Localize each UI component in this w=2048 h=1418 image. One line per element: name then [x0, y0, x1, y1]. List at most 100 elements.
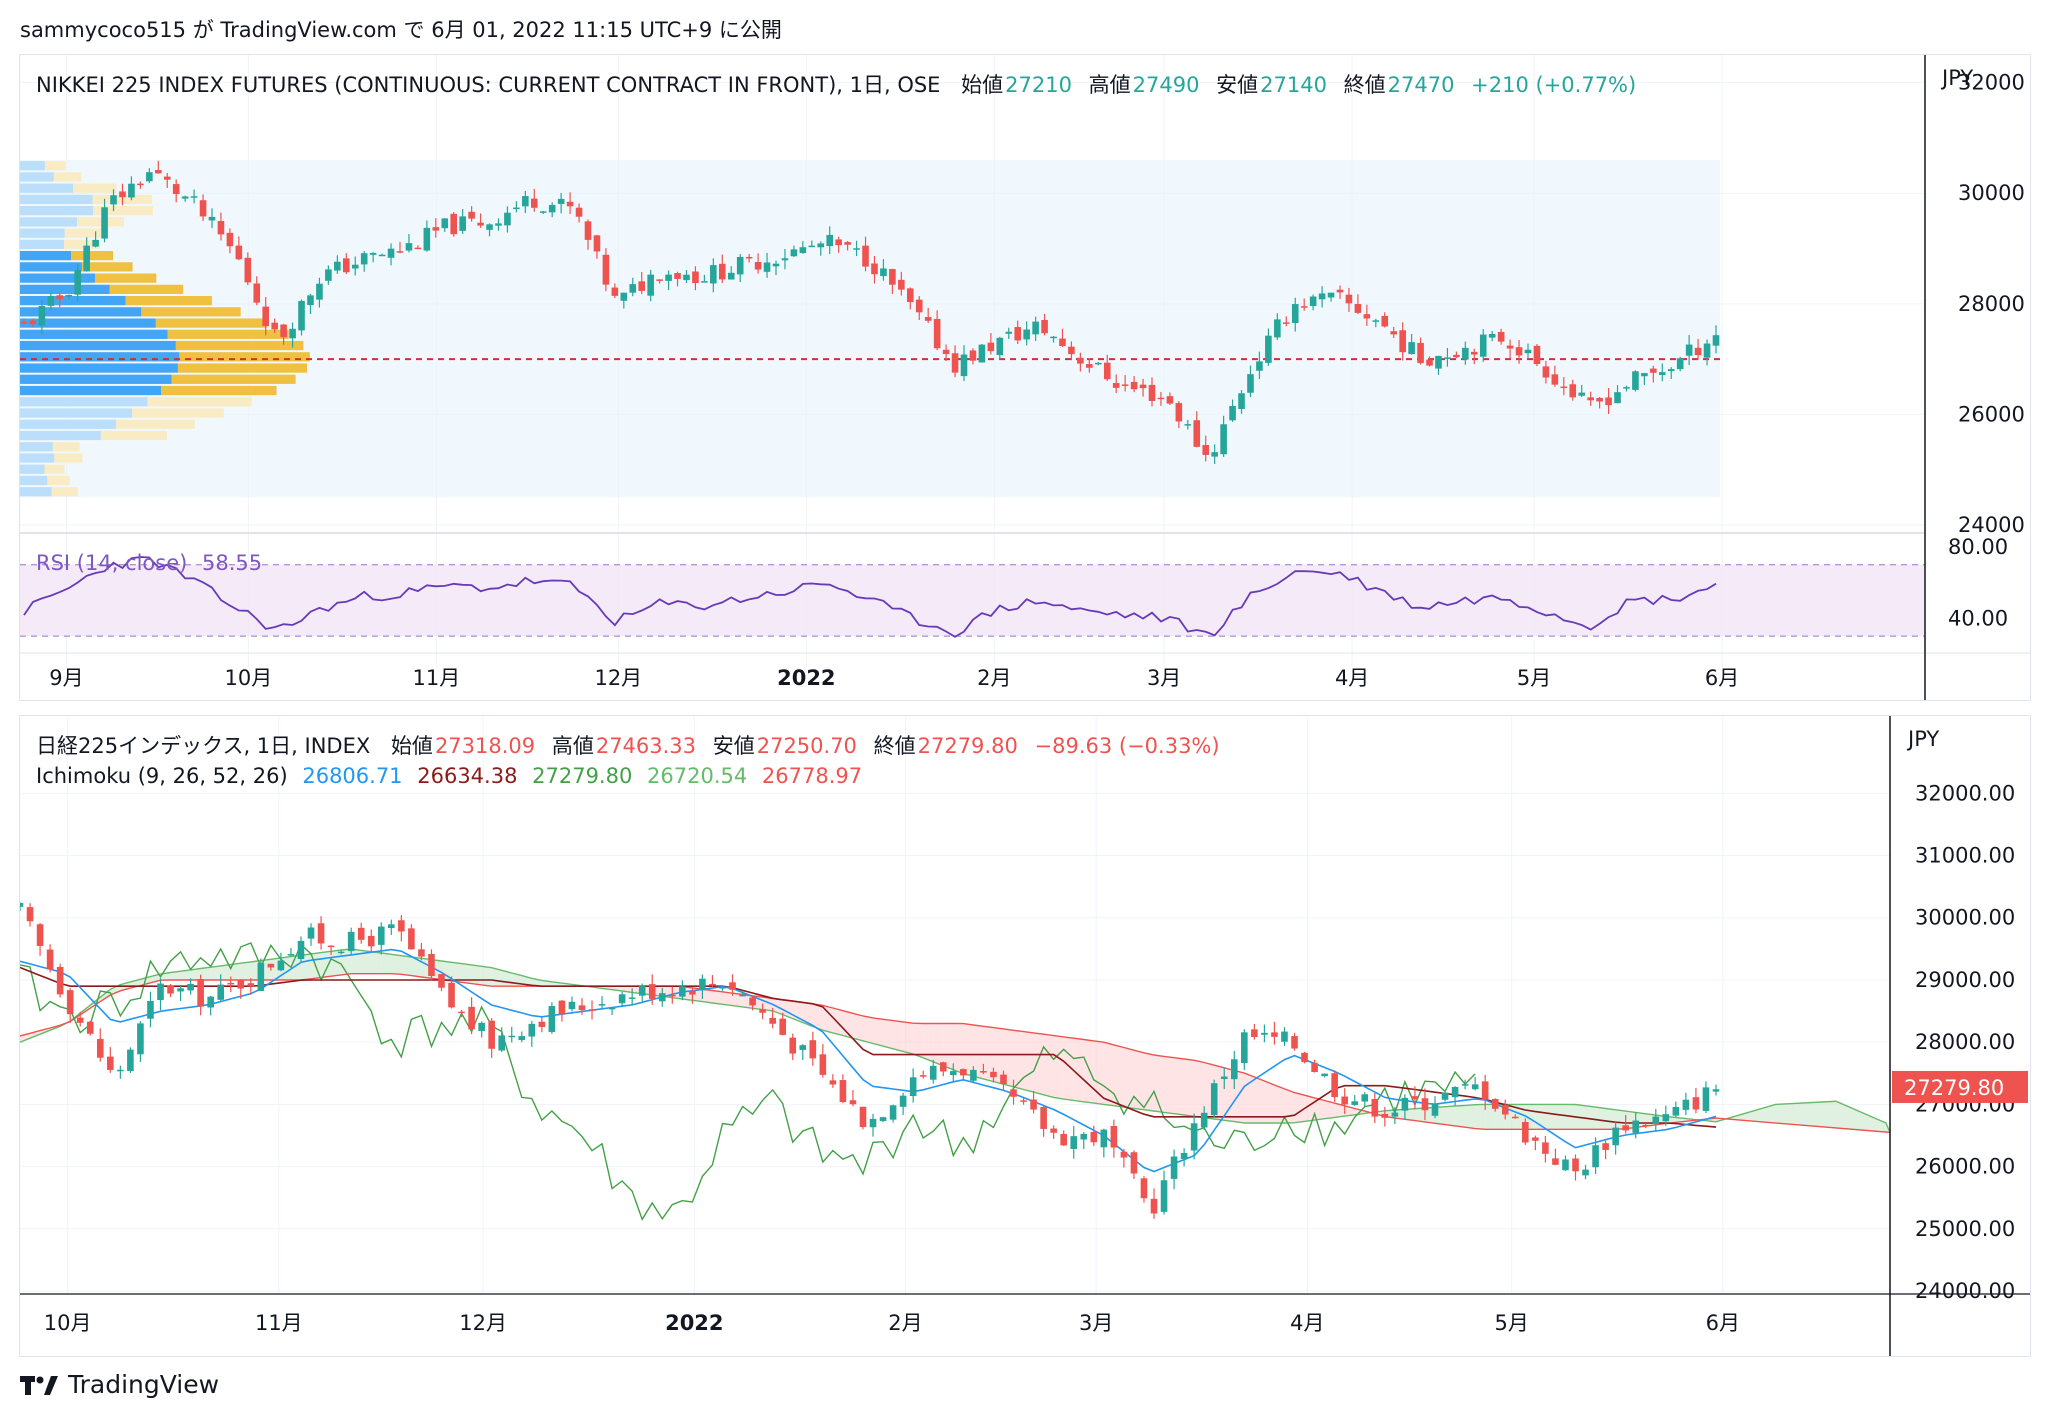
ichimoku-cloud-segment — [401, 955, 412, 976]
volume-profile-down-bar — [179, 352, 310, 362]
ichimoku-chikou-line — [20, 942, 1476, 1222]
candle-body — [809, 1040, 817, 1059]
volume-profile-up-bar — [20, 183, 74, 193]
time-axis-label: 12月 — [459, 1311, 507, 1335]
candle-body — [26, 907, 34, 922]
volume-profile-up-bar — [20, 385, 162, 396]
ichimoku-cloud-segment — [993, 1027, 1004, 1085]
candle-body — [405, 243, 413, 251]
candle-body — [1361, 1094, 1369, 1102]
ichimoku-cloud-segment — [722, 991, 733, 1006]
ichimoku-cloud-segment — [973, 1024, 984, 1079]
candle-body — [438, 974, 445, 988]
currency-label: JPY — [1940, 66, 1973, 90]
candle-body — [1481, 1081, 1489, 1100]
time-axis-label: 10月 — [44, 1311, 92, 1335]
volume-profile-down-bar — [147, 397, 252, 407]
candle-body — [1256, 361, 1263, 371]
candle-body — [495, 223, 502, 226]
index-legend: 日経225インデックス, 1日, INDEX 始値27318.09 高値2746… — [36, 730, 1220, 760]
futures-chart-svg[interactable]: 32000 30000 28000 26000 24000 JPY 9月 10月 11月 12月 2… — [20, 55, 2030, 700]
candle-body — [1401, 1097, 1409, 1111]
candle-body — [1321, 1073, 1328, 1077]
brand-name: TradingView — [68, 1370, 220, 1399]
candle-body — [369, 252, 377, 255]
candle-body — [1685, 344, 1693, 356]
candle-body — [611, 287, 619, 296]
candle-body — [530, 198, 538, 208]
candle-body — [307, 295, 314, 306]
candle-body — [1121, 384, 1129, 386]
candle-body — [387, 248, 395, 258]
candle-body — [628, 997, 636, 999]
futures-chart-panel[interactable]: NIKKEI 225 INDEX FUTURES (CONTINUOUS: CU… — [19, 54, 2031, 701]
ichimoku-cloud-segment — [883, 1019, 894, 1049]
candle-body — [1200, 1112, 1208, 1128]
ichimoku-cloud-segment — [1605, 1108, 1616, 1130]
ichimoku-kijun-line — [20, 966, 1717, 1128]
index-chart-panel[interactable]: 日経225インデックス, 1日, INDEX 始値27318.09 高値2746… — [19, 715, 2031, 1357]
volume-profile-up-bar — [20, 475, 48, 486]
candle-body — [1542, 366, 1550, 378]
candle-body — [297, 940, 305, 960]
time-axis-label: 2月 — [977, 666, 1011, 690]
candle-body — [1130, 1152, 1138, 1174]
ichimoku-cloud-segment — [1133, 1050, 1144, 1110]
tradingview-brand[interactable]: TradingView — [20, 1370, 219, 1399]
ichimoku-cloud-segment — [391, 954, 402, 975]
candle-body — [1676, 358, 1684, 370]
volume-profile-up-bar — [20, 430, 101, 441]
price-tick-label: 24000 — [1958, 513, 2025, 537]
candle-body — [337, 951, 345, 954]
high-label: 高値 — [551, 734, 594, 758]
candle-body — [1327, 292, 1335, 298]
candle-body — [1336, 289, 1344, 293]
ichimoku-cloud-segment — [903, 1021, 914, 1055]
ichimoku-cloud-segment — [210, 965, 221, 980]
candle-body — [66, 990, 74, 1015]
candle-body — [1300, 306, 1308, 308]
candle-body — [83, 245, 90, 272]
ichimoku-cloud-segment — [1615, 1109, 1626, 1130]
ichimoku-cloud-segment — [1023, 1031, 1034, 1093]
candle-body — [1470, 351, 1478, 355]
ichimoku-cloud-segment — [321, 951, 332, 978]
ichimoku-cloud-segment — [1194, 1060, 1205, 1118]
ichimoku-cloud-segment — [1103, 1042, 1114, 1106]
candle-body — [423, 227, 431, 251]
candle-body — [826, 234, 834, 247]
time-axis-label: 3月 — [1147, 666, 1181, 690]
candle-body — [432, 227, 440, 231]
candle-body — [1140, 1178, 1148, 1199]
index-chart-svg[interactable]: 32000.00 31000.00 30000.00 29000.00 28000.00… — [20, 716, 2030, 1356]
candle-body — [1587, 397, 1594, 401]
candle-body — [987, 342, 995, 352]
time-axis-label: 2022 — [777, 666, 835, 690]
candle-body — [1551, 374, 1559, 385]
ichimoku-tenkan-value: 26806.71 — [302, 764, 403, 788]
candle-body — [1491, 1098, 1499, 1109]
candle-body — [1694, 347, 1702, 356]
candle-body — [1642, 1124, 1650, 1127]
candle-body — [674, 273, 681, 279]
candle-body — [378, 254, 386, 257]
candle-body — [906, 288, 914, 303]
candle-body — [853, 248, 860, 250]
candle-body — [1170, 1156, 1178, 1179]
candle-body — [414, 247, 422, 250]
candle-body — [478, 1022, 485, 1032]
candle-body — [1605, 397, 1612, 406]
candle-body — [1652, 1116, 1660, 1124]
candle-body — [74, 270, 82, 295]
open-value: 27210 — [1005, 73, 1072, 97]
candle-body — [1202, 445, 1210, 455]
volume-profile-up-bar — [20, 442, 53, 452]
candle-body — [1632, 371, 1639, 390]
publish-header: sammycoco515 が TradingView.com で 6月 01, … — [20, 18, 782, 42]
candle-body — [147, 1000, 154, 1019]
candle-body — [56, 295, 64, 299]
volume-profile-down-bar — [77, 217, 124, 227]
low-label: 安値 — [1216, 73, 1259, 97]
candle-body — [835, 239, 842, 246]
candle-body — [558, 1000, 566, 1015]
